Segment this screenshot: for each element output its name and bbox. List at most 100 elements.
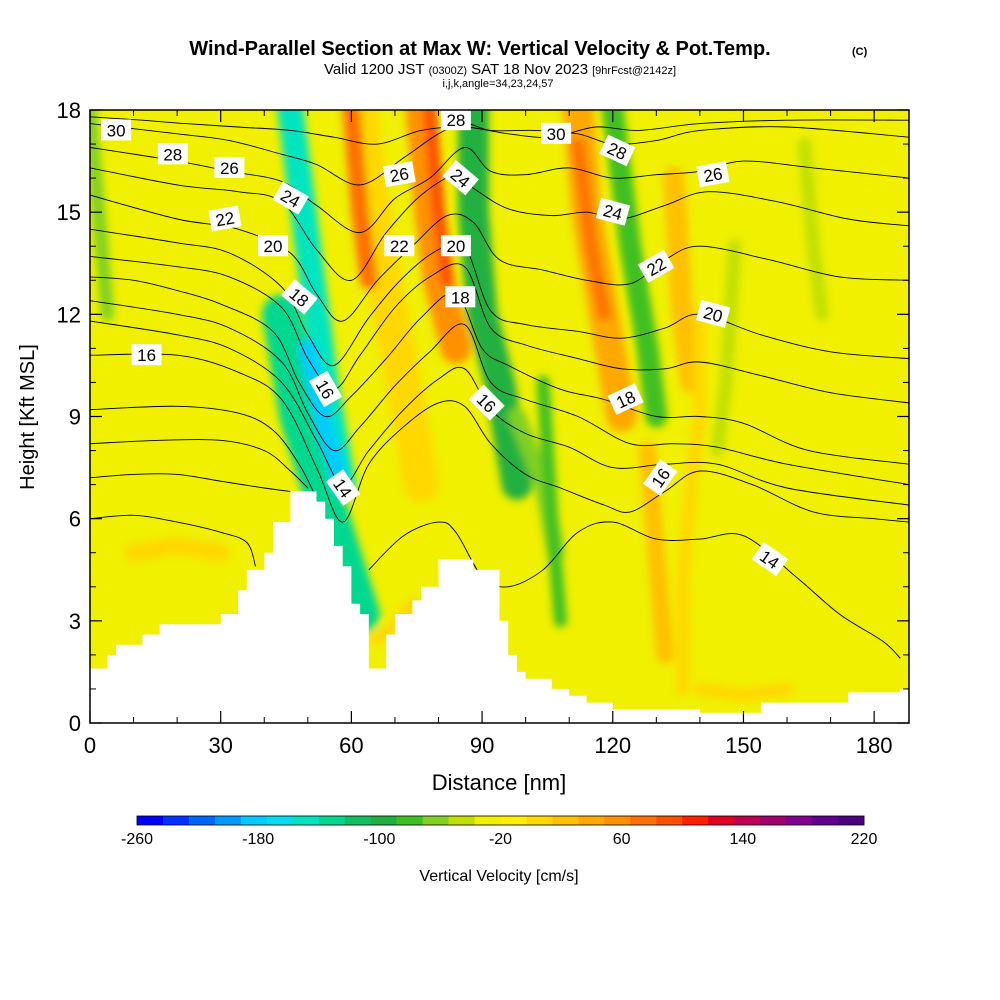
x-tick-label: 90	[470, 733, 494, 758]
x-tick-label: 60	[339, 733, 363, 758]
velocity-band	[693, 682, 794, 703]
contour-label: 16	[131, 344, 162, 366]
contour-label-text: 28	[446, 111, 465, 130]
velocity-band	[342, 110, 378, 289]
copyright-mark: (C)	[852, 46, 868, 58]
contour-label-text: 30	[107, 121, 126, 140]
contour-label-box	[382, 161, 416, 188]
grid-info: i,j,k,angle=34,23,24,57	[442, 78, 553, 90]
x-tick-label: 120	[594, 733, 631, 758]
contour-label-box	[281, 279, 318, 315]
colorbar-swatch	[370, 816, 398, 825]
x-tick-label: 180	[856, 733, 893, 758]
colorbar-swatch	[266, 816, 294, 825]
colorbar-swatch	[708, 816, 735, 825]
plot-area: 3028262422201816161426222824201816302824…	[90, 110, 909, 723]
colorbar-swatch	[682, 816, 709, 825]
contour-label-box	[384, 235, 415, 257]
colorbar-tick-label: 60	[613, 831, 631, 848]
contour-label: 20	[440, 235, 471, 257]
contour-label-box	[208, 205, 242, 232]
colorbar-tick-label: -260	[121, 831, 153, 848]
x-tick-label: 0	[84, 733, 96, 758]
contour-label-box	[607, 383, 644, 415]
colorbar-tick-label: -20	[489, 831, 512, 848]
contour-label-text: 16	[137, 346, 156, 365]
contour-label-text: 26	[220, 159, 239, 178]
colorbar-swatch	[240, 816, 268, 825]
colorbar-swatch	[838, 816, 865, 825]
colorbar-swatch	[344, 816, 372, 825]
y-axis-label: Height [Kft MSL]	[17, 344, 39, 490]
colorbar-swatch	[162, 816, 190, 825]
contour-label-text: 26	[388, 164, 410, 186]
theta-contour-line	[90, 194, 909, 322]
contour-label-text: 22	[214, 208, 236, 230]
colorbar-swatch	[500, 816, 527, 825]
colorbar-frame	[136, 815, 865, 826]
valid-utc: (0300Z)	[429, 65, 468, 77]
y-tick-label: 15	[57, 200, 81, 225]
contour-label-box	[214, 156, 245, 178]
y-tick-label: 12	[57, 302, 81, 327]
contour-label: 18	[445, 286, 476, 308]
contour-label-box	[643, 459, 678, 496]
velocity-band	[423, 110, 454, 287]
y-axis: 0 3 6 9 12 15 18	[57, 98, 909, 736]
colorbar-swatch	[526, 816, 553, 825]
velocity-band	[675, 307, 707, 696]
velocity-band	[536, 375, 568, 628]
velocity-band	[124, 537, 230, 562]
y-tick-label: 6	[69, 507, 81, 532]
colorbar-swatch	[734, 816, 761, 825]
contour-label: 16	[468, 384, 505, 421]
theta-contour-line	[90, 473, 291, 492]
contour-labels: 3028262422201816161426222824201816302824…	[101, 110, 789, 577]
colorbar-swatch	[604, 816, 631, 825]
contour-label-text: 20	[701, 303, 724, 326]
colorbar-swatch	[578, 816, 605, 825]
contour-label-box	[599, 134, 636, 167]
contour-label-text: 24	[601, 201, 624, 224]
contour-label-text: 30	[547, 125, 566, 144]
colorbar-swatch	[474, 816, 501, 825]
velocity-band	[571, 137, 611, 321]
contour-label-box	[468, 384, 505, 421]
y-tick-label: 9	[69, 405, 81, 430]
contour-label-box	[442, 160, 479, 196]
theta-contour-line	[90, 405, 317, 499]
contour-label-box	[131, 344, 162, 366]
velocity-band	[710, 239, 742, 458]
contour-label-box	[637, 249, 675, 283]
contour-label-text: 20	[446, 237, 465, 256]
velocity-band	[299, 339, 352, 497]
colorbar-swatch	[656, 816, 683, 825]
colorbar-swatch	[396, 816, 423, 825]
colorbar-swatch	[786, 816, 813, 825]
contour-label-box	[751, 541, 789, 577]
contour-label-box	[595, 197, 631, 226]
y-tick-label: 18	[57, 98, 81, 123]
theta-contour-line	[90, 255, 909, 404]
contour-label-box	[440, 235, 471, 257]
contour-label: 22	[384, 235, 415, 257]
colorbar-tick-label: -180	[242, 831, 274, 848]
contour-label: 20	[695, 299, 731, 328]
theta-contour-line	[90, 353, 909, 523]
contour-label: 30	[101, 119, 132, 141]
colorbar-swatch	[137, 816, 164, 825]
colorbar-swatch	[630, 816, 657, 825]
contour-label-text: 28	[163, 145, 182, 164]
colorbar-tick-label: -100	[363, 831, 395, 848]
theta-contour-line	[90, 300, 909, 486]
colorbar-tick-label: 140	[729, 831, 756, 848]
velocity-band	[405, 110, 472, 364]
contour-label-box	[696, 161, 730, 188]
colorbar-swatch	[760, 816, 787, 825]
x-axis: 0 30 60 90 120 150 180	[84, 110, 893, 758]
contour-label-box	[440, 110, 471, 131]
theta-contour-line	[90, 514, 256, 567]
contour-label-box	[445, 286, 476, 308]
colorbar-swatch	[552, 816, 579, 825]
